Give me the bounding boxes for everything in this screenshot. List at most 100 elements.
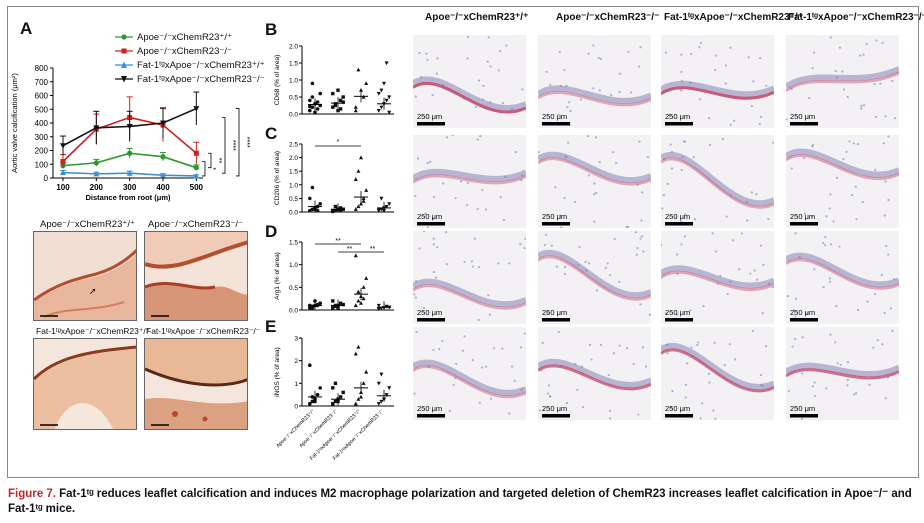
nucleus-dot — [448, 409, 451, 413]
data-point — [333, 381, 338, 386]
data-point — [318, 301, 322, 305]
nucleus-dot — [707, 372, 711, 375]
y-tick-label: 1.0 — [289, 262, 298, 269]
nucleus-dot — [852, 142, 855, 145]
nucleus-dot — [557, 330, 560, 334]
nucleus-dot — [884, 397, 887, 400]
nucleus-dot — [713, 341, 716, 344]
data-point — [308, 108, 312, 113]
nucleus-dot — [513, 379, 516, 383]
scale-bar-label: 250 μm — [542, 404, 568, 413]
nucleus-dot — [676, 313, 679, 316]
nucleus-dot — [834, 69, 837, 73]
nucleus-dot — [708, 381, 711, 384]
nucleus-dot — [724, 64, 728, 67]
nucleus-dot — [476, 207, 479, 211]
scale-bar-label: 250 μm — [542, 112, 568, 121]
nucleus-dot — [477, 318, 480, 322]
nucleus-dot — [786, 295, 789, 298]
nucleus-dot — [680, 168, 683, 172]
data-point — [379, 88, 384, 93]
nucleus-dot — [887, 253, 890, 256]
nucleus-dot — [813, 394, 816, 398]
nucleus-dot — [612, 151, 615, 154]
significance-bracket — [236, 108, 240, 177]
nucleus-dot — [680, 53, 683, 56]
nucleus-dot — [504, 175, 507, 179]
nucleus-dot — [892, 278, 896, 281]
nucleus-dot — [805, 312, 808, 315]
nucleus-dot — [593, 193, 596, 196]
significance-label: * — [209, 167, 216, 170]
nucleus-dot — [664, 312, 667, 315]
data-point — [160, 154, 166, 160]
nucleus-dot — [683, 235, 686, 238]
nucleus-dot — [538, 151, 540, 154]
scale-bar — [542, 122, 570, 126]
y-tick-label: 0.5 — [289, 285, 298, 292]
histology-image: 250 μm — [538, 35, 651, 128]
data-point — [359, 155, 363, 160]
stain-band — [538, 364, 651, 391]
nucleus-dot — [812, 51, 816, 54]
y-tick-label: 3 — [294, 336, 298, 343]
nucleus-dot — [593, 182, 596, 185]
data-point — [318, 91, 322, 96]
data-point — [361, 198, 366, 203]
legend-item: Apoe⁻/⁻xChemR23⁺/⁺ — [115, 30, 265, 44]
nucleus-dot — [432, 270, 436, 274]
data-point — [338, 208, 343, 213]
histology-background — [413, 327, 526, 420]
nucleus-dot — [882, 142, 886, 145]
y-tick-label: 1.5 — [289, 61, 298, 68]
nucleus-dot — [839, 363, 842, 367]
nucleus-dot — [485, 208, 488, 211]
legend-marker-triangle-icon — [115, 61, 133, 68]
nucleus-dot — [842, 88, 846, 91]
nucleus-dot — [479, 135, 482, 138]
nucleus-dot — [800, 417, 803, 420]
scale-bar — [790, 414, 818, 418]
nucleus-dot — [568, 101, 571, 104]
stain-band — [786, 153, 899, 181]
scale-bar-label: 250 μm — [542, 212, 568, 221]
nucleus-dot — [618, 90, 621, 94]
nucleus-dot — [477, 265, 481, 269]
nucleus-dot — [597, 56, 600, 60]
nucleus-dot — [790, 167, 793, 170]
data-point — [364, 369, 369, 374]
stain-band — [413, 365, 526, 399]
nucleus-dot — [477, 79, 481, 82]
nucleus-dot — [639, 237, 642, 240]
photo-label: Fat-1ᵗᵍxApoe⁻/⁻xChemR23⁻/⁻ — [146, 326, 261, 336]
y-tick-label: 2.5 — [289, 142, 298, 149]
nucleus-dot — [493, 347, 496, 350]
nucleus-dot — [592, 44, 595, 47]
data-point — [359, 201, 363, 206]
data-point — [361, 285, 366, 289]
nucleus-dot — [794, 315, 797, 318]
nucleus-dot — [481, 188, 484, 192]
y-tick-label: 2 — [294, 358, 298, 365]
nucleus-dot — [675, 253, 679, 256]
tissue-leaflet — [661, 152, 774, 207]
nucleus-dot — [835, 176, 839, 179]
tissue-leaflet — [661, 343, 774, 390]
histology-background — [538, 35, 651, 128]
nucleus-dot — [625, 347, 629, 350]
x-tick-label: 400 — [156, 183, 170, 192]
significance-bracket — [202, 161, 206, 177]
data-point — [356, 397, 361, 401]
nucleus-dot — [497, 262, 500, 265]
nucleus-dot — [681, 156, 684, 159]
nucleus-dot — [426, 226, 429, 228]
nucleus-dot — [595, 191, 598, 195]
nucleus-dot — [829, 243, 833, 246]
nucleus-dot — [860, 104, 863, 108]
nucleus-dot — [420, 75, 423, 79]
nucleus-dot — [698, 98, 701, 101]
scale-bar — [790, 222, 818, 226]
legend-label: Apoe⁻/⁻xChemR23⁺/⁺ — [137, 31, 233, 43]
histology-image: 250 μm — [413, 35, 526, 128]
nucleus-dot — [856, 143, 860, 146]
